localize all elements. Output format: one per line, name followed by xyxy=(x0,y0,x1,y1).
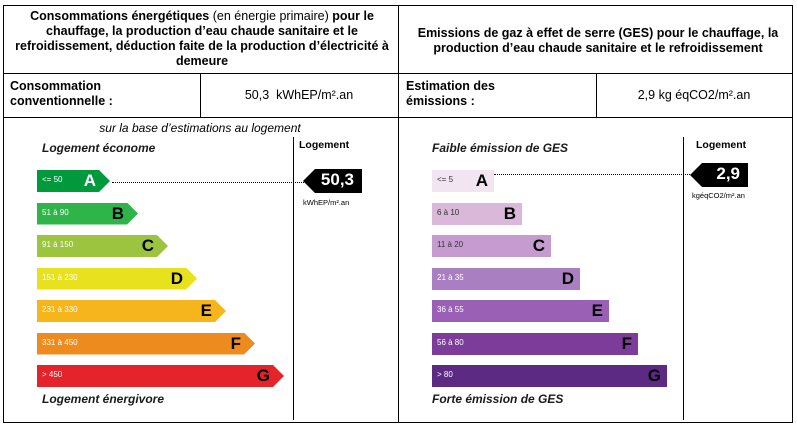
energy-header: Consommations énergétiques (en énergie p… xyxy=(8,9,396,69)
ges-class-grade: A xyxy=(475,171,488,190)
ges-dotted-line xyxy=(494,174,694,175)
row-divider xyxy=(3,117,793,118)
header-divider xyxy=(3,73,793,74)
energy-marker-value: 50,3 xyxy=(320,170,354,189)
ges-class-bar-e: 36 à 55 E xyxy=(432,300,609,322)
energy-class-bar-b: 51 à 90 B xyxy=(37,202,138,225)
ges-class-bar-g: > 80 G xyxy=(432,365,667,387)
energy-class-bar-c: 91 à 150 C xyxy=(37,235,168,257)
ges-top-label: Faible émission de GES xyxy=(432,141,569,155)
energy-class-range: 231 à 330 xyxy=(42,305,78,314)
energy-class-grade: D xyxy=(170,268,183,288)
ges-class-bar-a: <= 5 A xyxy=(432,170,494,192)
ges-class-range: 21 à 35 xyxy=(437,272,464,282)
ges-class-range: 11 à 20 xyxy=(437,240,464,249)
ges-column-head: Logement xyxy=(696,139,747,151)
energy-class-bar-g: > 450 G xyxy=(37,365,284,387)
energy-class-bar-e: 231 à 330 E xyxy=(37,300,226,322)
ges-class-bar-f: 56 à 80 F xyxy=(432,332,638,355)
ges-row-label: Estimation des émissions : xyxy=(406,79,495,108)
ges-class-range: 36 à 55 xyxy=(437,305,464,314)
ges-class-range: 6 à 10 xyxy=(437,207,460,217)
energy-header-normal: (en énergie primaire) xyxy=(212,9,329,23)
energy-class-grade: E xyxy=(200,301,212,320)
energy-top-label: Logement économe xyxy=(42,141,156,155)
energy-class-range: > 450 xyxy=(42,370,63,379)
energy-class-bar-d: 151 à 230 D xyxy=(37,267,197,290)
ges-class-range: 56 à 80 xyxy=(437,337,464,347)
energy-class-grade: G xyxy=(256,366,270,385)
ges-marker-unit: kgéqCO2/m².an xyxy=(692,191,745,200)
energy-note: sur la base d’estimations au logement xyxy=(99,121,301,135)
ges-logement-column-line xyxy=(683,137,684,420)
ges-bottom-label: Forte émission de GES xyxy=(432,392,564,406)
energy-class-bar-a: <= 50 A xyxy=(37,170,110,192)
ges-row-value: 2,9 kg éqCO2/m².an xyxy=(637,88,751,102)
energy-marker: 50,3 xyxy=(303,169,362,193)
energy-class-grade: B xyxy=(111,203,124,223)
ges-row-cell-divider xyxy=(596,73,597,118)
energy-row-value: 50,3 kWhEP/m².an xyxy=(244,88,354,102)
energy-class-range: <= 50 xyxy=(42,175,63,184)
energy-class-range: 91 à 150 xyxy=(42,240,74,249)
ges-class-grade: D xyxy=(561,268,574,288)
energy-class-grade: A xyxy=(83,171,96,190)
ges-class-grade: G xyxy=(647,366,661,385)
energy-class-grade: C xyxy=(141,236,154,255)
energy-class-range: 151 à 230 xyxy=(42,272,78,282)
energy-class-grade: F xyxy=(230,333,241,353)
energy-header-bold-2: pour le chauffage, la production d’eau c… xyxy=(15,9,389,68)
ges-marker-value: 2,9 xyxy=(716,164,740,183)
ges-class-bar-b: 6 à 10 B xyxy=(432,202,522,225)
ges-marker: 2,9 xyxy=(690,163,748,187)
ges-class-range: <= 5 xyxy=(437,175,454,184)
energy-class-bar-f: 331 à 450 F xyxy=(37,332,255,355)
ges-class-grade: C xyxy=(532,236,545,255)
ges-class-grade: F xyxy=(621,333,632,353)
energy-class-range: 51 à 90 xyxy=(42,207,69,217)
ges-class-grade: B xyxy=(503,203,516,223)
energy-header-bold-1: Consommations énergétiques xyxy=(30,9,210,23)
energy-row-label: Consommation conventionnelle : xyxy=(10,79,113,108)
energy-bottom-label: Logement énergivore xyxy=(42,392,165,406)
ges-class-bar-d: 21 à 35 D xyxy=(432,267,580,290)
energy-row-cell-divider xyxy=(200,73,201,118)
ges-class-grade: E xyxy=(591,301,603,320)
center-divider xyxy=(398,5,399,423)
ges-header: Emissions de gaz à effet de serre (GES) … xyxy=(417,26,779,55)
energy-column-head: Logement xyxy=(299,139,350,151)
energy-class-range: 331 à 450 xyxy=(42,337,78,347)
ges-class-range: > 80 xyxy=(437,370,453,379)
energy-dotted-line xyxy=(112,182,308,183)
energy-logement-column-line xyxy=(293,137,294,420)
energy-marker-unit: kWhEP/m².an xyxy=(303,198,350,207)
ges-class-bar-c: 11 à 20 C xyxy=(432,235,551,257)
